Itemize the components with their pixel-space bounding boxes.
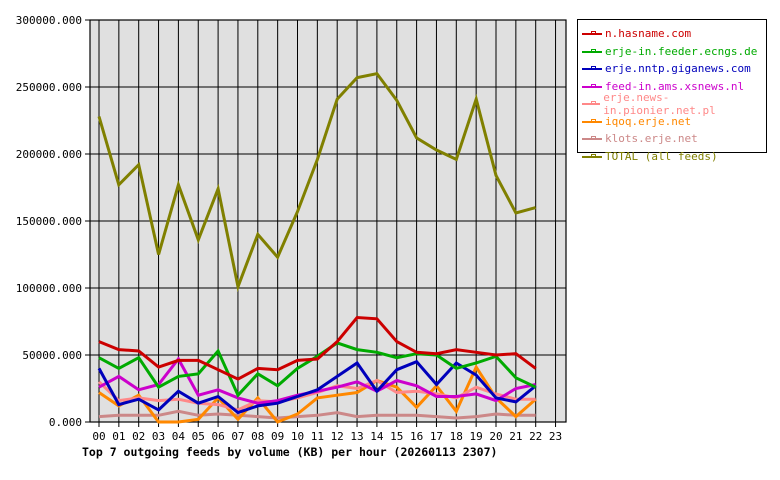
legend-swatch-icon: [582, 65, 602, 72]
legend-label: erje.nntp.giganews.com: [605, 62, 751, 76]
x-tick-label: 05: [192, 430, 205, 443]
legend-item: erje-in.feeder.ecngs.de: [578, 43, 766, 61]
chart-title: Top 7 outgoing feeds by volume (KB) per …: [82, 445, 497, 459]
legend-swatch-icon: [582, 153, 602, 160]
x-tick-label: 17: [430, 430, 443, 443]
x-tick-label: 23: [549, 430, 562, 443]
x-tick-label: 20: [489, 430, 502, 443]
y-tick-label: 300000.000: [16, 14, 82, 27]
x-tick-label: 22: [529, 430, 542, 443]
y-tick-label: 100000.000: [16, 282, 82, 295]
x-tick-label: 16: [410, 430, 423, 443]
x-tick-label: 11: [311, 430, 324, 443]
legend-item: feed-in.ams.xsnews.nl: [578, 78, 766, 96]
legend-swatch-icon: [582, 118, 602, 125]
x-tick-label: 14: [370, 430, 384, 443]
x-tick-label: 02: [132, 430, 145, 443]
x-tick-label: 00: [92, 430, 105, 443]
legend-label: erje-in.feeder.ecngs.de: [605, 44, 758, 58]
series-line: [98, 409, 536, 420]
legend-item: n.hasname.com: [578, 25, 766, 43]
legend-swatch-icon: [582, 30, 602, 37]
y-tick-label: 0.000: [49, 416, 82, 429]
legend-swatch-icon: [582, 83, 602, 90]
legend-label: n.hasname.com: [605, 27, 692, 41]
y-tick-label: 200000.000: [16, 148, 82, 161]
legend-swatch-icon: [582, 48, 602, 55]
legend-label: feed-in.ams.xsnews.nl: [605, 79, 745, 93]
x-tick-label: 18: [450, 430, 463, 443]
legend-item: erje.nntp.giganews.com: [578, 60, 766, 78]
series-line: [98, 315, 537, 381]
y-tick-label: 150000.000: [16, 215, 82, 228]
y-axis: 0.000 50000.000 100000.000 150000.000 200000…: [16, 14, 82, 429]
x-tick-label: 07: [231, 430, 244, 443]
legend-swatch-icon: [582, 100, 601, 107]
legend-label: erje.news-in.pionier.net.pl: [603, 90, 716, 117]
x-tick-label: 21: [509, 430, 522, 443]
x-tick-label: 04: [172, 430, 186, 443]
x-tick-label: 12: [331, 430, 344, 443]
legend-label: klots.erje.net: [605, 132, 698, 146]
x-tick-label: 10: [291, 430, 304, 443]
legend-label: iqoq.erje.net: [605, 114, 692, 128]
legend-item: TOTAL (all feeds): [578, 148, 766, 166]
legend-item: klots.erje.net: [578, 130, 766, 148]
legend: n.hasname.com erje-in.feeder.ecngs.de er…: [577, 19, 767, 163]
legend-label: TOTAL (all feeds): [605, 149, 718, 163]
x-tick-label: 06: [211, 430, 224, 443]
x-axis: 00 01 02 03 04 05 06 07 08 09 10 11 12 13 14 15 16 17 18 19…: [92, 430, 562, 443]
y-tick-label: 250000.000: [16, 81, 82, 94]
legend-item: iqoq.erje.net: [578, 113, 766, 131]
legend-item: erje.news-in.pionier.net.pl: [578, 91, 766, 117]
legend-swatch-icon: [582, 135, 602, 142]
x-tick-label: 09: [271, 430, 284, 443]
series-line: [97, 71, 537, 293]
x-tick-label: 08: [251, 430, 264, 443]
x-tick-label: 01: [112, 430, 125, 443]
x-tick-label: 13: [350, 430, 363, 443]
x-tick-label: 15: [390, 430, 403, 443]
x-tick-label: 19: [470, 430, 483, 443]
y-tick-label: 50000.000: [22, 349, 82, 362]
x-tick-label: 03: [152, 430, 165, 443]
series-lines: [97, 71, 537, 424]
series-line: [98, 341, 537, 398]
